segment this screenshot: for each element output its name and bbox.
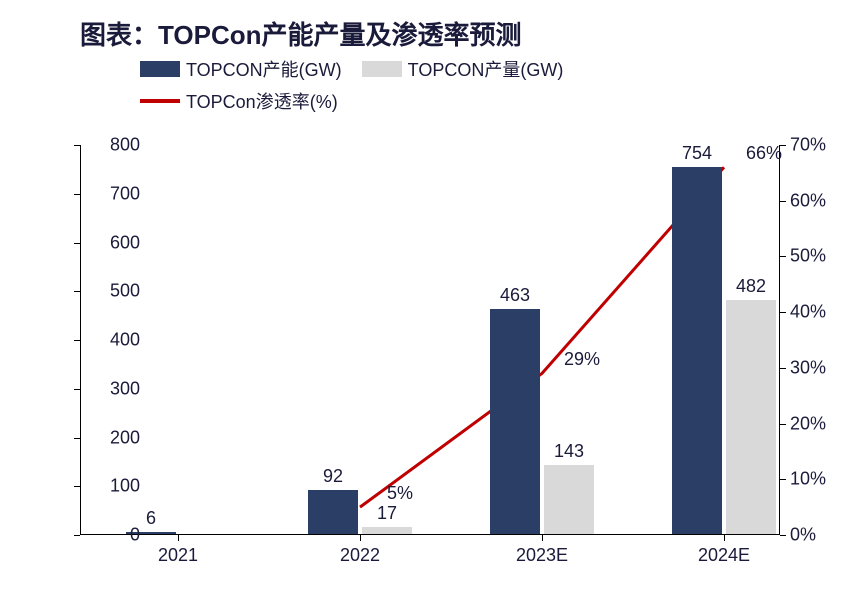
y-left-tick-label: 600 — [110, 232, 140, 253]
data-label-penetration: 5% — [387, 483, 413, 504]
y-right-tick-label: 40% — [790, 302, 826, 323]
bar-capacity — [308, 490, 358, 535]
bar-production — [726, 300, 776, 535]
y-right-tick-label: 10% — [790, 469, 826, 490]
y-right-tick-label: 50% — [790, 246, 826, 267]
x-tick-label: 2023E — [516, 545, 568, 566]
data-label-capacity: 6 — [146, 508, 156, 529]
chart-container: 图表：TOPCon产能产量及渗透率预测 TOPCON产能(GW) TOPCON产… — [0, 0, 850, 606]
data-label-capacity: 463 — [500, 285, 530, 306]
x-tick-label: 2024E — [698, 545, 750, 566]
y-right-tick-label: 70% — [790, 135, 826, 156]
data-label-production: 17 — [377, 503, 397, 524]
data-label-penetration: 66% — [746, 143, 782, 164]
legend-swatch-production — [362, 61, 402, 77]
legend: TOPCON产能(GW) TOPCON产量(GW) TOPCon渗透率(%) — [140, 56, 583, 120]
y-left-tick-label: 700 — [110, 183, 140, 204]
legend-row-2: TOPCon渗透率(%) — [140, 88, 583, 114]
data-label-production: 143 — [554, 441, 584, 462]
data-label-production: 482 — [736, 276, 766, 297]
y-left-tick-label: 400 — [110, 330, 140, 351]
chart-title: 图表：TOPCon产能产量及渗透率预测 — [80, 15, 522, 52]
data-label-capacity: 92 — [323, 466, 343, 487]
bar-capacity — [672, 167, 722, 535]
x-tick-label: 2022 — [340, 545, 380, 566]
penetration-line — [360, 167, 724, 507]
bar-capacity — [490, 309, 540, 535]
x-tick-label: 2021 — [158, 545, 198, 566]
legend-item-capacity: TOPCON产能(GW) — [140, 56, 342, 82]
data-label-capacity: 754 — [682, 143, 712, 164]
y-right-tick-label: 0% — [790, 525, 816, 546]
bar-production — [544, 465, 594, 535]
y-right-tick-label: 30% — [790, 357, 826, 378]
legend-item-penetration: TOPCon渗透率(%) — [140, 88, 338, 114]
legend-label-penetration: TOPCon渗透率(%) — [186, 88, 338, 114]
legend-swatch-penetration — [140, 99, 180, 103]
y-left-tick-label: 800 — [110, 135, 140, 156]
y-left-tick-label: 0 — [130, 525, 140, 546]
y-left-tick-label: 300 — [110, 378, 140, 399]
y-right-tick-label: 60% — [790, 190, 826, 211]
legend-label-production: TOPCON产量(GW) — [408, 56, 564, 82]
legend-item-production: TOPCON产量(GW) — [362, 56, 564, 82]
y-left-tick-label: 100 — [110, 476, 140, 497]
legend-label-capacity: TOPCON产能(GW) — [186, 56, 342, 82]
legend-swatch-capacity — [140, 61, 180, 77]
plot-area — [80, 145, 780, 535]
y-left-tick-label: 200 — [110, 427, 140, 448]
y-right-tick-label: 20% — [790, 413, 826, 434]
legend-row-1: TOPCON产能(GW) TOPCON产量(GW) — [140, 56, 583, 82]
y-left-tick-label: 500 — [110, 281, 140, 302]
data-label-penetration: 29% — [564, 349, 600, 370]
